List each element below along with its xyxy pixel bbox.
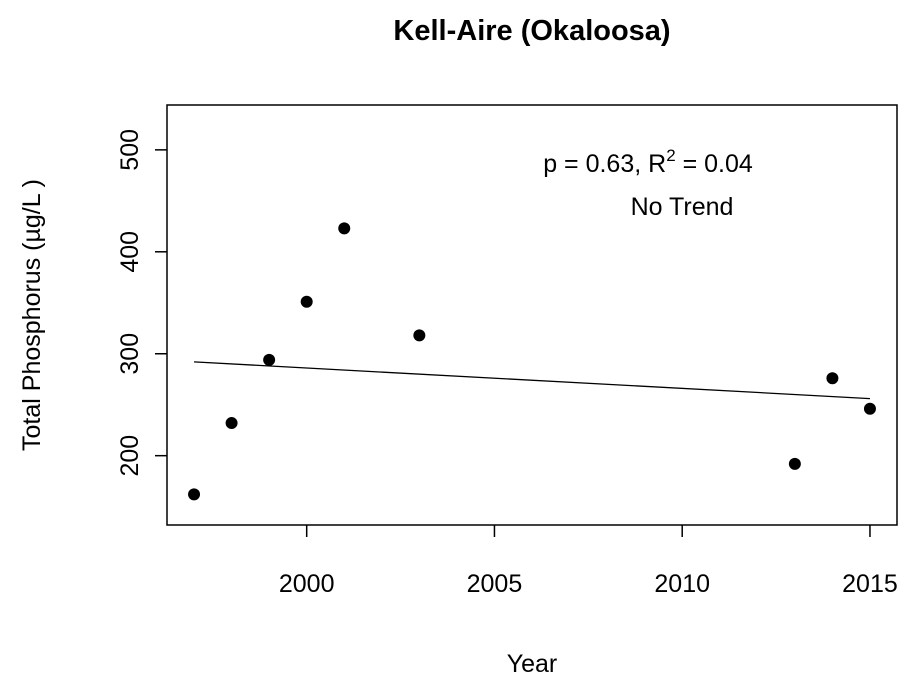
annotation-stat-text: p = 0.63, R <box>543 150 666 178</box>
y-tick-label: 400 <box>116 231 144 273</box>
point <box>338 222 351 235</box>
y-tick-label: 300 <box>116 333 144 375</box>
annotation-superscript: 2 <box>666 146 675 165</box>
plot-frame <box>166 104 898 526</box>
annotation-stat: p = 0.63, R2 = 0.04 <box>543 146 753 178</box>
trend-line <box>194 361 870 400</box>
x-tick-label: 2000 <box>279 570 335 598</box>
annotation-stat-end: = 0.04 <box>676 150 753 178</box>
point <box>188 488 201 501</box>
point <box>788 457 801 470</box>
point <box>413 329 426 342</box>
point <box>225 417 238 430</box>
x-tick-label: 2005 <box>467 570 523 598</box>
point <box>300 295 313 308</box>
annotation-result: No Trend <box>631 193 734 221</box>
x-axis-label: Year <box>507 650 558 678</box>
chart-title: Kell-Aire (Okaloosa) <box>393 15 670 47</box>
point <box>826 372 839 385</box>
x-tick-label: 2010 <box>654 570 710 598</box>
x-tick-label: 2015 <box>842 570 898 598</box>
point <box>863 402 876 415</box>
y-tick-label: 500 <box>116 129 144 171</box>
point <box>263 353 276 366</box>
y-axis-label: Total Phosphorus (µg/L ) <box>18 179 46 451</box>
y-tick-label: 200 <box>116 435 144 477</box>
